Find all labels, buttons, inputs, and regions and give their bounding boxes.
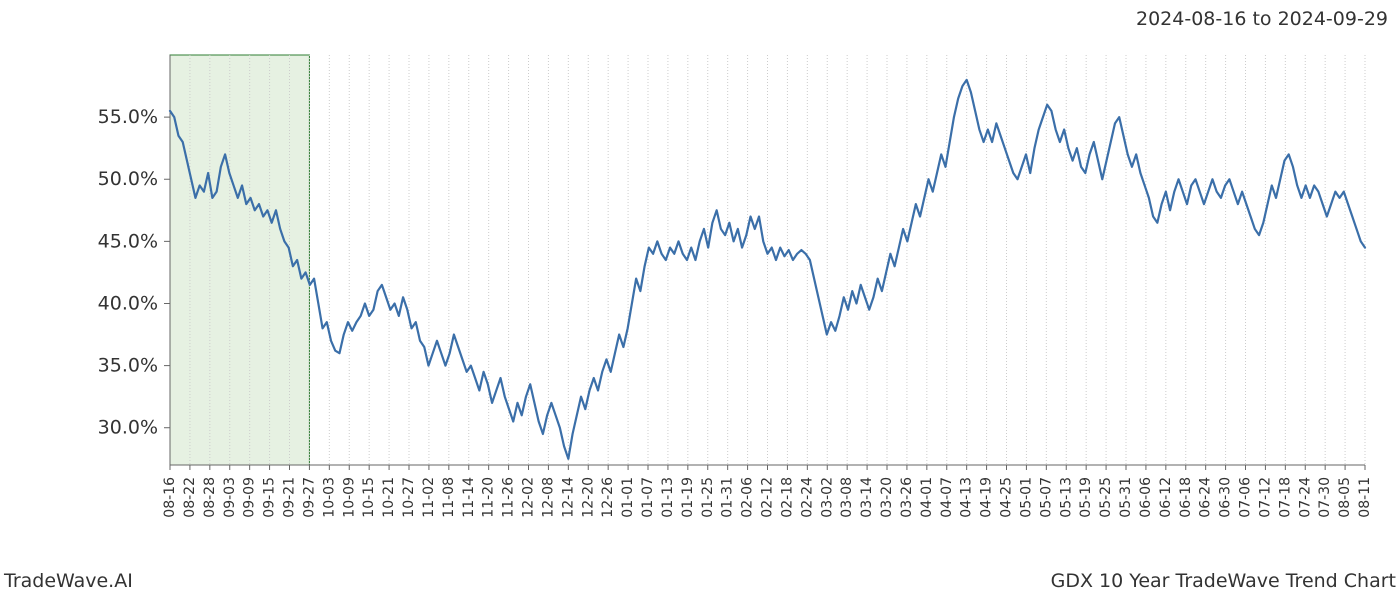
x-tick-label: 02-06 bbox=[740, 477, 756, 518]
x-tick-label: 05-07 bbox=[1038, 477, 1054, 518]
x-tick-label: 05-19 bbox=[1078, 477, 1094, 518]
y-tick-label: 40.0% bbox=[98, 292, 158, 314]
x-tick-label: 02-12 bbox=[760, 477, 776, 518]
x-tick-label: 12-02 bbox=[521, 477, 537, 518]
x-tick-label: 03-26 bbox=[899, 477, 915, 518]
x-tick-label: 02-18 bbox=[779, 477, 795, 518]
x-tick-label: 03-08 bbox=[839, 477, 855, 518]
x-tick-label: 05-31 bbox=[1118, 477, 1134, 518]
x-tick-label: 10-15 bbox=[361, 477, 377, 518]
x-tick-label: 01-13 bbox=[660, 477, 676, 518]
x-tick-label: 01-25 bbox=[700, 477, 716, 518]
x-tick-label: 12-08 bbox=[540, 477, 556, 518]
y-tick-label: 30.0% bbox=[98, 417, 158, 439]
x-tick-label: 06-24 bbox=[1198, 477, 1214, 518]
x-tick-label: 04-19 bbox=[979, 477, 995, 518]
x-tick-label: 05-01 bbox=[1018, 477, 1034, 518]
y-tick-label: 55.0% bbox=[98, 106, 158, 128]
x-tick-label: 01-19 bbox=[680, 477, 696, 518]
x-tick-label: 06-30 bbox=[1218, 477, 1234, 518]
x-tick-label: 11-08 bbox=[441, 477, 457, 518]
x-tick-label: 04-25 bbox=[999, 477, 1015, 518]
x-tick-label: 06-18 bbox=[1178, 477, 1194, 518]
x-tick-label: 09-21 bbox=[282, 477, 298, 518]
x-tick-label: 07-06 bbox=[1238, 477, 1254, 518]
y-tick-label: 50.0% bbox=[98, 168, 158, 190]
x-tick-label: 02-24 bbox=[799, 477, 815, 518]
x-tick-label: 09-27 bbox=[301, 477, 317, 518]
x-tick-label: 03-20 bbox=[879, 477, 895, 518]
x-tick-label: 11-20 bbox=[481, 477, 497, 518]
x-tick-label: 07-30 bbox=[1317, 477, 1333, 518]
x-tick-label: 06-12 bbox=[1158, 477, 1174, 518]
x-tick-label: 08-05 bbox=[1337, 477, 1353, 518]
x-tick-label: 08-11 bbox=[1357, 477, 1373, 518]
x-tick-label: 10-03 bbox=[321, 477, 337, 518]
x-tick-label: 09-09 bbox=[242, 477, 258, 518]
y-tick-label: 35.0% bbox=[98, 355, 158, 377]
x-tick-label: 03-02 bbox=[819, 477, 835, 518]
x-tick-label: 09-03 bbox=[222, 477, 238, 518]
highlight-band bbox=[170, 55, 309, 465]
x-tick-label: 12-20 bbox=[580, 477, 596, 518]
x-tick-label: 07-24 bbox=[1297, 477, 1313, 518]
x-tick-label: 10-09 bbox=[341, 477, 357, 518]
x-tick-label: 10-27 bbox=[401, 477, 417, 518]
x-tick-label: 10-21 bbox=[381, 477, 397, 518]
x-tick-label: 07-18 bbox=[1277, 477, 1293, 518]
x-tick-label: 12-26 bbox=[600, 477, 616, 518]
x-tick-label: 01-01 bbox=[620, 477, 636, 518]
x-tick-label: 11-02 bbox=[421, 477, 437, 518]
y-tick-label: 45.0% bbox=[98, 230, 158, 252]
x-tick-label: 08-16 bbox=[162, 477, 178, 518]
x-tick-label: 08-28 bbox=[202, 477, 218, 518]
x-tick-label: 11-14 bbox=[461, 477, 477, 518]
x-tick-label: 03-14 bbox=[859, 477, 875, 518]
x-tick-label: 11-26 bbox=[501, 477, 517, 518]
x-tick-label: 08-22 bbox=[182, 477, 198, 518]
x-tick-label: 01-31 bbox=[720, 477, 736, 518]
x-tick-label: 04-07 bbox=[939, 477, 955, 518]
x-tick-label: 07-12 bbox=[1257, 477, 1273, 518]
x-tick-label: 04-01 bbox=[919, 477, 935, 518]
x-tick-label: 12-14 bbox=[560, 477, 576, 518]
trend-chart: 30.0% 35.0% 40.0% 45.0% 50.0% 55.0% 08-1608-22… bbox=[0, 0, 1400, 600]
x-tick-label: 06-06 bbox=[1138, 477, 1154, 518]
x-tick-label: 04-13 bbox=[959, 477, 975, 518]
x-tick-label: 09-15 bbox=[262, 477, 278, 518]
x-tick-label: 01-07 bbox=[640, 477, 656, 518]
x-tick-label: 05-13 bbox=[1058, 477, 1074, 518]
x-tick-label: 05-25 bbox=[1098, 477, 1114, 518]
